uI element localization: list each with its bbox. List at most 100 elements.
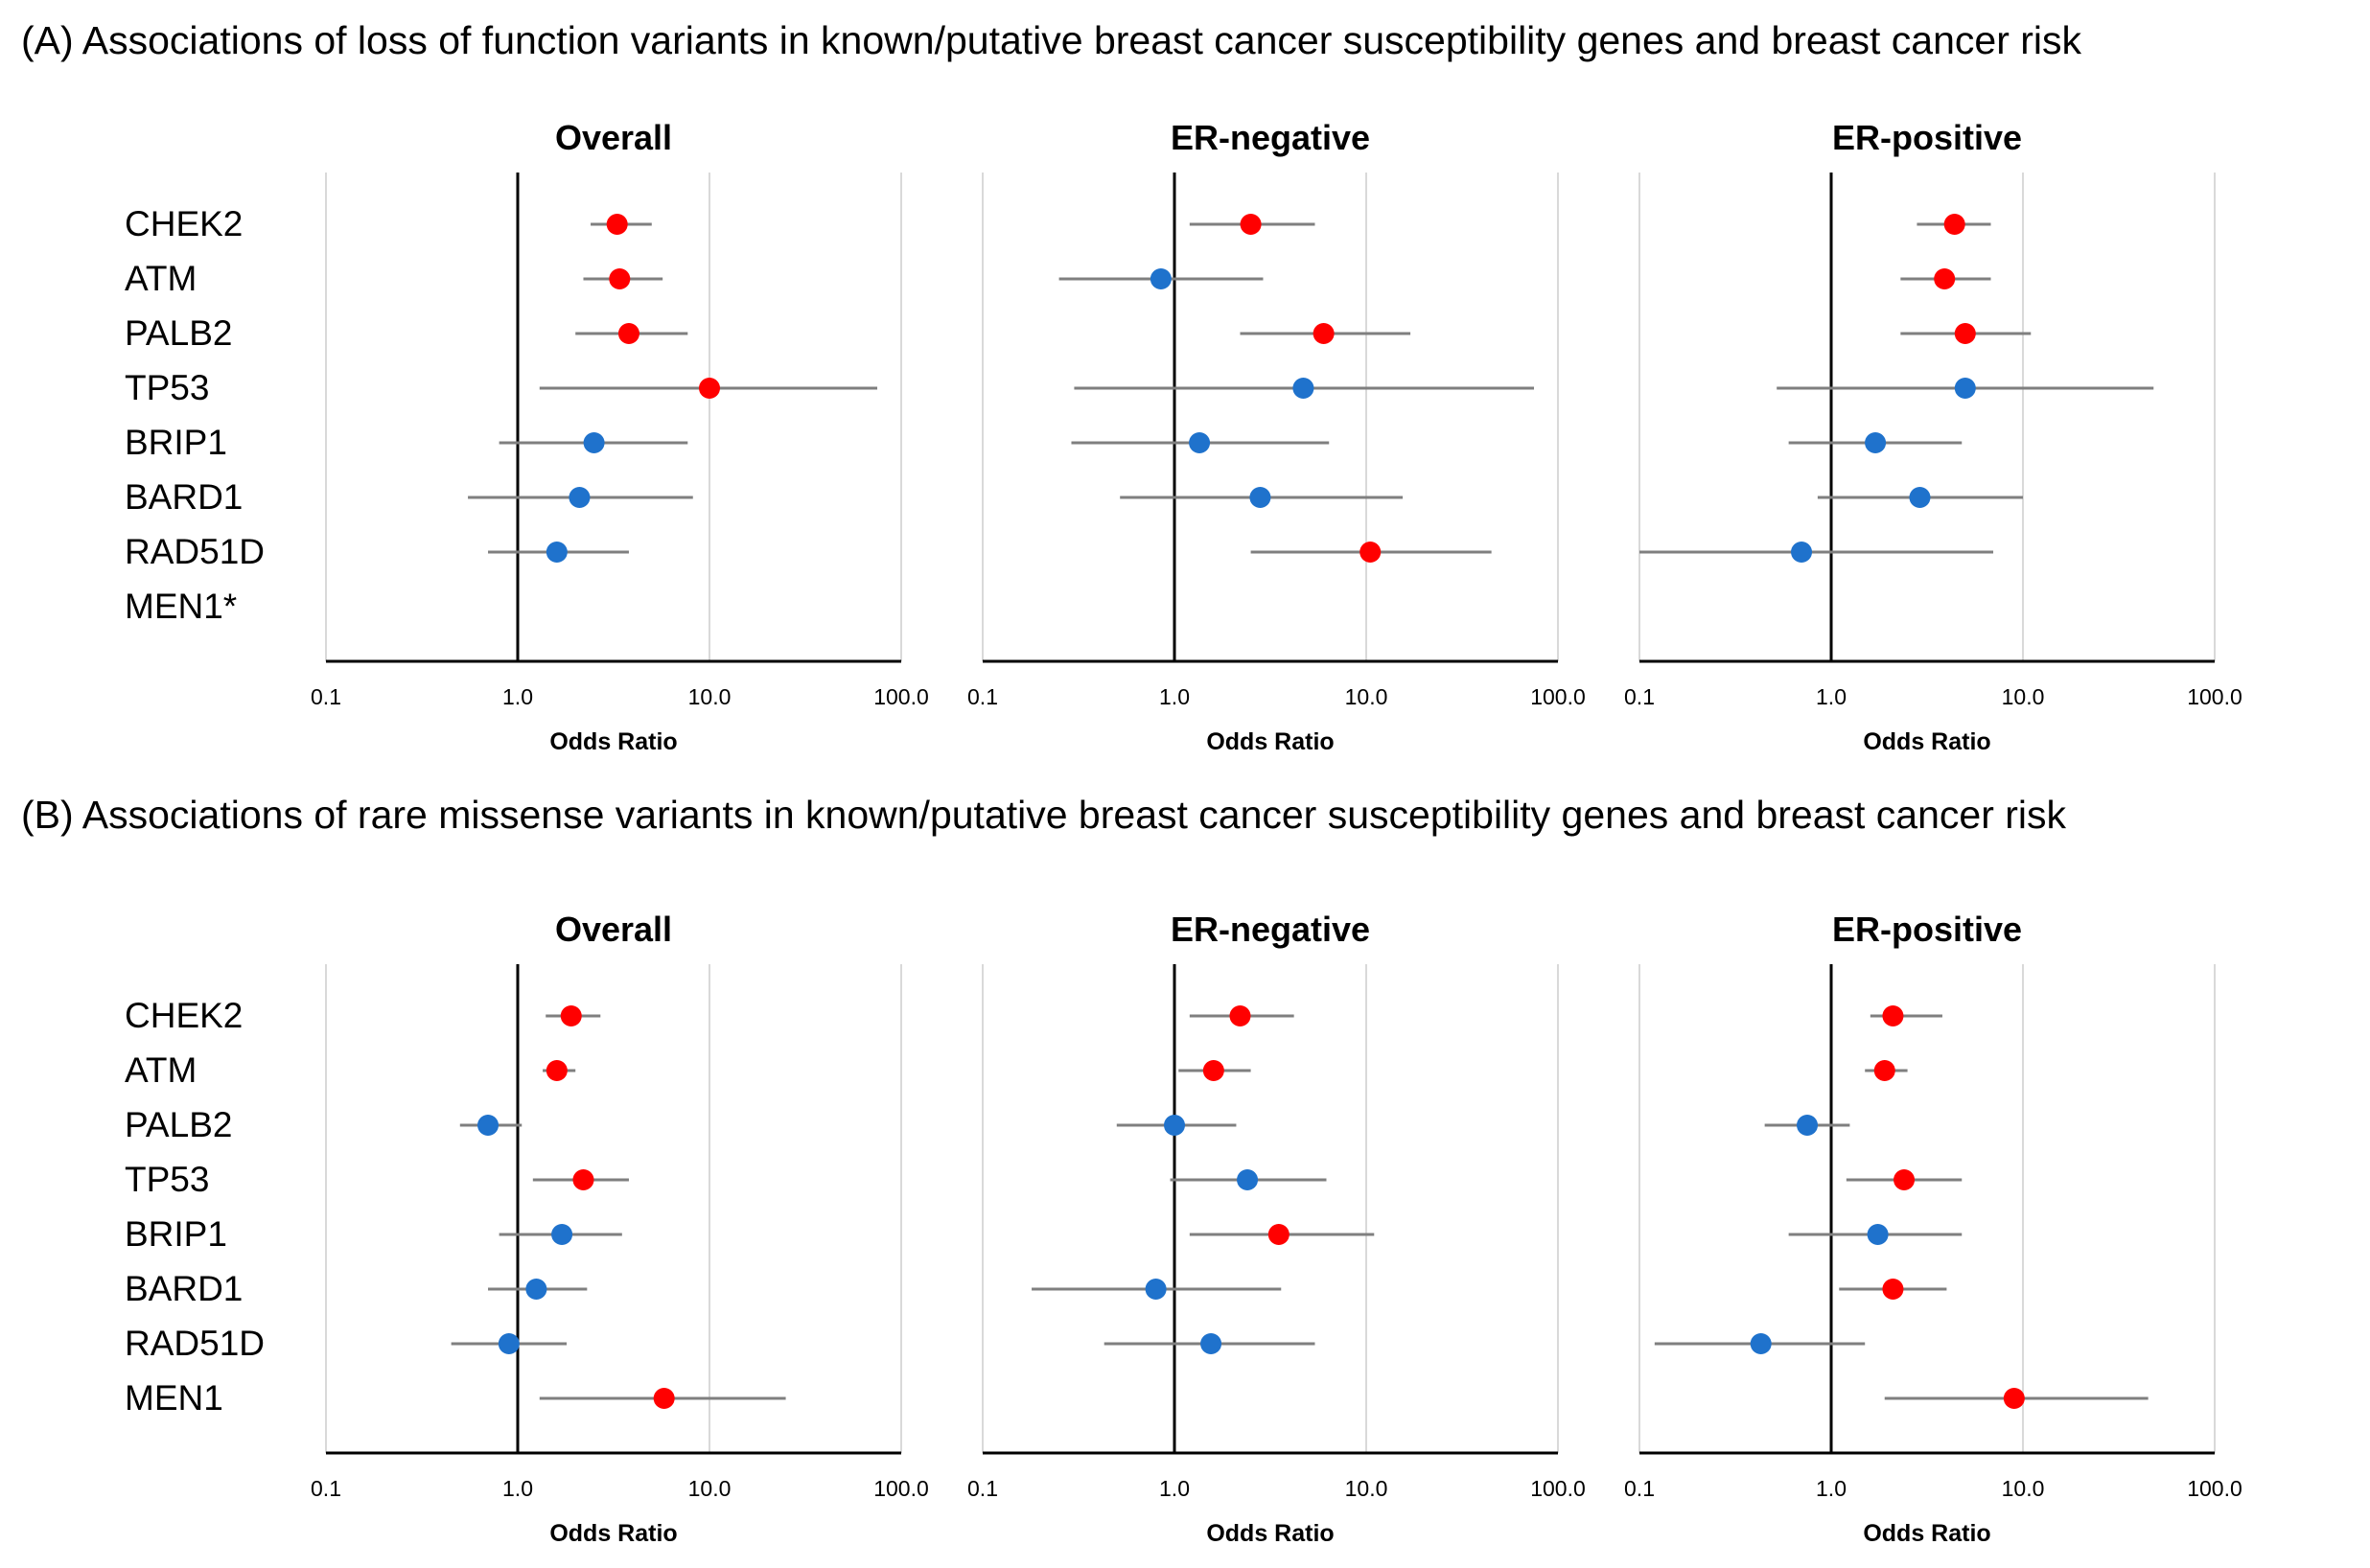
x-axis-title: Odds Ratio: [1206, 728, 1335, 755]
point-bard1: [1882, 1279, 1904, 1300]
x-tick-label: 0.1: [967, 1476, 998, 1501]
point-chek2: [560, 1005, 582, 1026]
point-atm: [1202, 1060, 1224, 1081]
point-chek2: [1229, 1005, 1251, 1026]
panel-title: ER-positive: [1831, 910, 2023, 949]
gene-label-palb2: PALB2: [125, 1105, 233, 1144]
point-atm: [546, 1060, 568, 1081]
gene-label-rad51d: RAD51D: [125, 1324, 265, 1363]
section-b-title: (B) Associations of rare missense varian…: [21, 793, 2067, 837]
point-atm: [1934, 268, 1956, 289]
x-tick-label: 0.1: [1624, 1476, 1655, 1501]
x-tick-label: 0.1: [1624, 684, 1655, 709]
gene-label-atm: ATM: [125, 259, 198, 298]
gene-label-men1: MEN1: [125, 1378, 223, 1418]
point-chek2: [1943, 214, 1965, 235]
x-tick-label: 1.0: [1816, 1476, 1847, 1501]
point-atm: [1150, 268, 1172, 289]
point-rad51d: [498, 1333, 520, 1354]
point-bard1: [1249, 487, 1271, 508]
point-rad51d: [1791, 542, 1813, 563]
gene-label-bard1: BARD1: [125, 477, 244, 517]
x-tick-label: 0.1: [311, 1476, 341, 1501]
x-tick-label: 10.0: [687, 1476, 732, 1501]
point-bard1: [1909, 487, 1931, 508]
point-bard1: [569, 487, 591, 508]
panel-title: Overall: [554, 910, 673, 949]
point-tp53: [572, 1169, 594, 1190]
x-tick-label: 10.0: [1344, 1476, 1388, 1501]
x-axis-title: Odds Ratio: [549, 728, 678, 755]
x-tick-label: 0.1: [311, 684, 341, 709]
x-tick-label: 100.0: [2187, 684, 2242, 709]
gene-label-rad51d: RAD51D: [125, 532, 265, 571]
point-brip1: [1865, 432, 1887, 453]
point-atm: [609, 268, 631, 289]
x-tick-label: 0.1: [967, 684, 998, 709]
point-brip1: [583, 432, 605, 453]
point-brip1: [1267, 1224, 1290, 1245]
x-tick-label: 10.0: [1344, 684, 1388, 709]
point-tp53: [1292, 378, 1314, 399]
point-rad51d: [1200, 1333, 1222, 1354]
panel-title: Overall: [554, 118, 673, 157]
gene-label-men1: MEN1*: [125, 587, 238, 626]
point-tp53: [699, 378, 720, 399]
x-tick-label: 1.0: [502, 1476, 533, 1501]
gene-label-chek2: CHEK2: [125, 996, 244, 1035]
panel-title: ER-negative: [1170, 118, 1371, 157]
x-tick-label: 100.0: [873, 1476, 929, 1501]
x-axis-title: Odds Ratio: [1863, 728, 1991, 755]
x-tick-label: 10.0: [2001, 684, 2045, 709]
x-tick-label: 100.0: [873, 684, 929, 709]
point-rad51d: [1750, 1333, 1772, 1354]
point-atm: [1873, 1060, 1895, 1081]
gene-label-brip1: BRIP1: [125, 1214, 227, 1254]
point-tp53: [1237, 1169, 1259, 1190]
point-palb2: [477, 1115, 500, 1136]
point-palb2: [1797, 1115, 1819, 1136]
point-chek2: [606, 214, 628, 235]
x-tick-label: 100.0: [1530, 684, 1586, 709]
point-rad51d: [546, 542, 568, 563]
gene-label-brip1: BRIP1: [125, 423, 227, 462]
point-palb2: [1954, 323, 1976, 344]
point-rad51d: [1359, 542, 1382, 563]
x-tick-label: 10.0: [2001, 1476, 2045, 1501]
point-tp53: [1894, 1169, 1916, 1190]
point-palb2: [1313, 323, 1335, 344]
gene-label-bard1: BARD1: [125, 1269, 244, 1308]
x-axis-title: Odds Ratio: [549, 1520, 678, 1547]
point-tp53: [1954, 378, 1976, 399]
point-men1: [653, 1388, 675, 1409]
point-chek2: [1240, 214, 1262, 235]
point-palb2: [617, 323, 639, 344]
x-tick-label: 1.0: [1159, 1476, 1190, 1501]
x-tick-label: 10.0: [687, 684, 732, 709]
point-bard1: [1145, 1279, 1167, 1300]
panel-title: ER-positive: [1831, 118, 2023, 157]
x-tick-label: 1.0: [502, 684, 533, 709]
point-brip1: [551, 1224, 573, 1245]
point-chek2: [1882, 1005, 1904, 1026]
point-men1: [2003, 1388, 2025, 1409]
gene-label-tp53: TP53: [125, 1160, 210, 1199]
x-axis-title: Odds Ratio: [1206, 1520, 1335, 1547]
point-brip1: [1189, 432, 1211, 453]
panel-title: ER-negative: [1170, 910, 1371, 949]
gene-label-chek2: CHEK2: [125, 204, 244, 243]
gene-label-atm: ATM: [125, 1050, 198, 1090]
x-axis-title: Odds Ratio: [1863, 1520, 1991, 1547]
gene-label-tp53: TP53: [125, 368, 210, 407]
